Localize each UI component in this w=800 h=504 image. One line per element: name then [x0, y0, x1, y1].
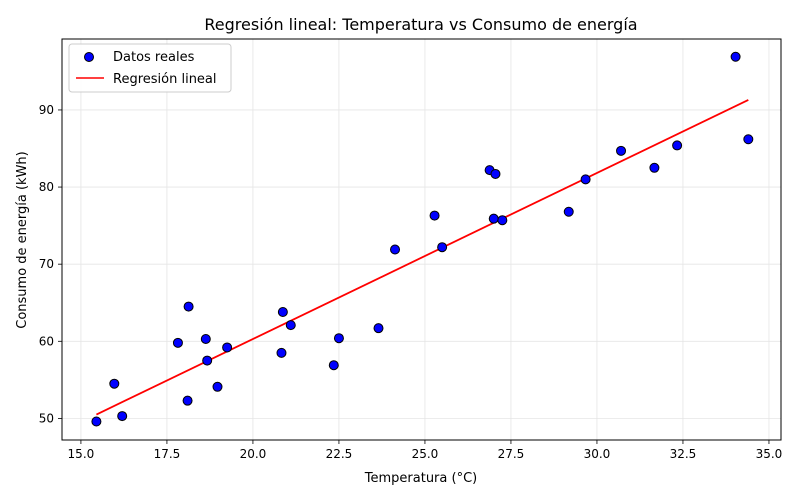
y-tick-label: 90 — [39, 103, 54, 117]
y-tick-label: 70 — [39, 257, 54, 271]
x-axis-ticks: 15.0 17.5 20.0 22.5 25.0 27.5 30.0 32.5 35.0 — [68, 440, 783, 461]
x-tick-label: 25.0 — [412, 447, 439, 461]
data-point — [183, 301, 194, 312]
data-point — [580, 174, 591, 185]
data-point — [277, 306, 288, 317]
data-point — [276, 347, 287, 358]
data-point — [172, 337, 183, 348]
y-axis-ticks: 50 60 70 80 90 — [39, 103, 62, 425]
chart-title: Regresión lineal: Temperatura vs Consumo… — [204, 15, 637, 34]
legend-label-regresion-lineal: Regresión lineal — [113, 72, 217, 87]
data-points-layer — [91, 51, 754, 427]
x-axis-label: Temperatura (°C) — [364, 471, 477, 486]
data-point — [109, 378, 120, 389]
legend: Datos reales Regresión lineal — [68, 43, 232, 93]
y-tick-label: 60 — [39, 334, 54, 348]
data-point — [437, 242, 448, 253]
data-point — [91, 416, 102, 427]
y-tick-label: 50 — [39, 411, 54, 425]
data-point — [328, 360, 339, 371]
data-point — [563, 206, 574, 217]
x-tick-label: 30.0 — [584, 447, 611, 461]
plot-frame — [61, 38, 782, 441]
data-point — [730, 51, 741, 62]
legend-box — [68, 43, 232, 93]
legend-marker-datos-reales — [84, 52, 94, 62]
x-tick-label: 22.5 — [326, 447, 353, 461]
data-point — [429, 210, 440, 221]
data-point — [200, 333, 211, 344]
data-point — [672, 140, 683, 151]
data-point — [285, 320, 296, 331]
data-point — [373, 323, 384, 334]
data-point — [202, 355, 213, 366]
grid — [62, 39, 781, 440]
data-point — [490, 168, 501, 179]
x-tick-label: 32.5 — [670, 447, 697, 461]
data-point — [222, 342, 233, 353]
x-tick-label: 15.0 — [68, 447, 95, 461]
data-point — [743, 134, 754, 145]
data-point — [182, 395, 193, 406]
data-point — [333, 333, 344, 344]
data-point — [649, 162, 660, 173]
data-point — [117, 411, 128, 422]
data-point — [488, 213, 499, 224]
legend-label-datos-reales: Datos reales — [113, 50, 195, 65]
data-point — [212, 381, 223, 392]
x-tick-label: 27.5 — [498, 447, 525, 461]
data-point — [390, 244, 401, 255]
x-tick-label: 20.0 — [240, 447, 267, 461]
x-tick-label: 35.0 — [756, 447, 783, 461]
y-axis-label: Consumo de energía (kWh) — [15, 151, 30, 329]
x-tick-label: 17.5 — [154, 447, 181, 461]
y-tick-label: 80 — [39, 180, 54, 194]
data-point — [616, 145, 627, 156]
data-point — [497, 215, 508, 226]
